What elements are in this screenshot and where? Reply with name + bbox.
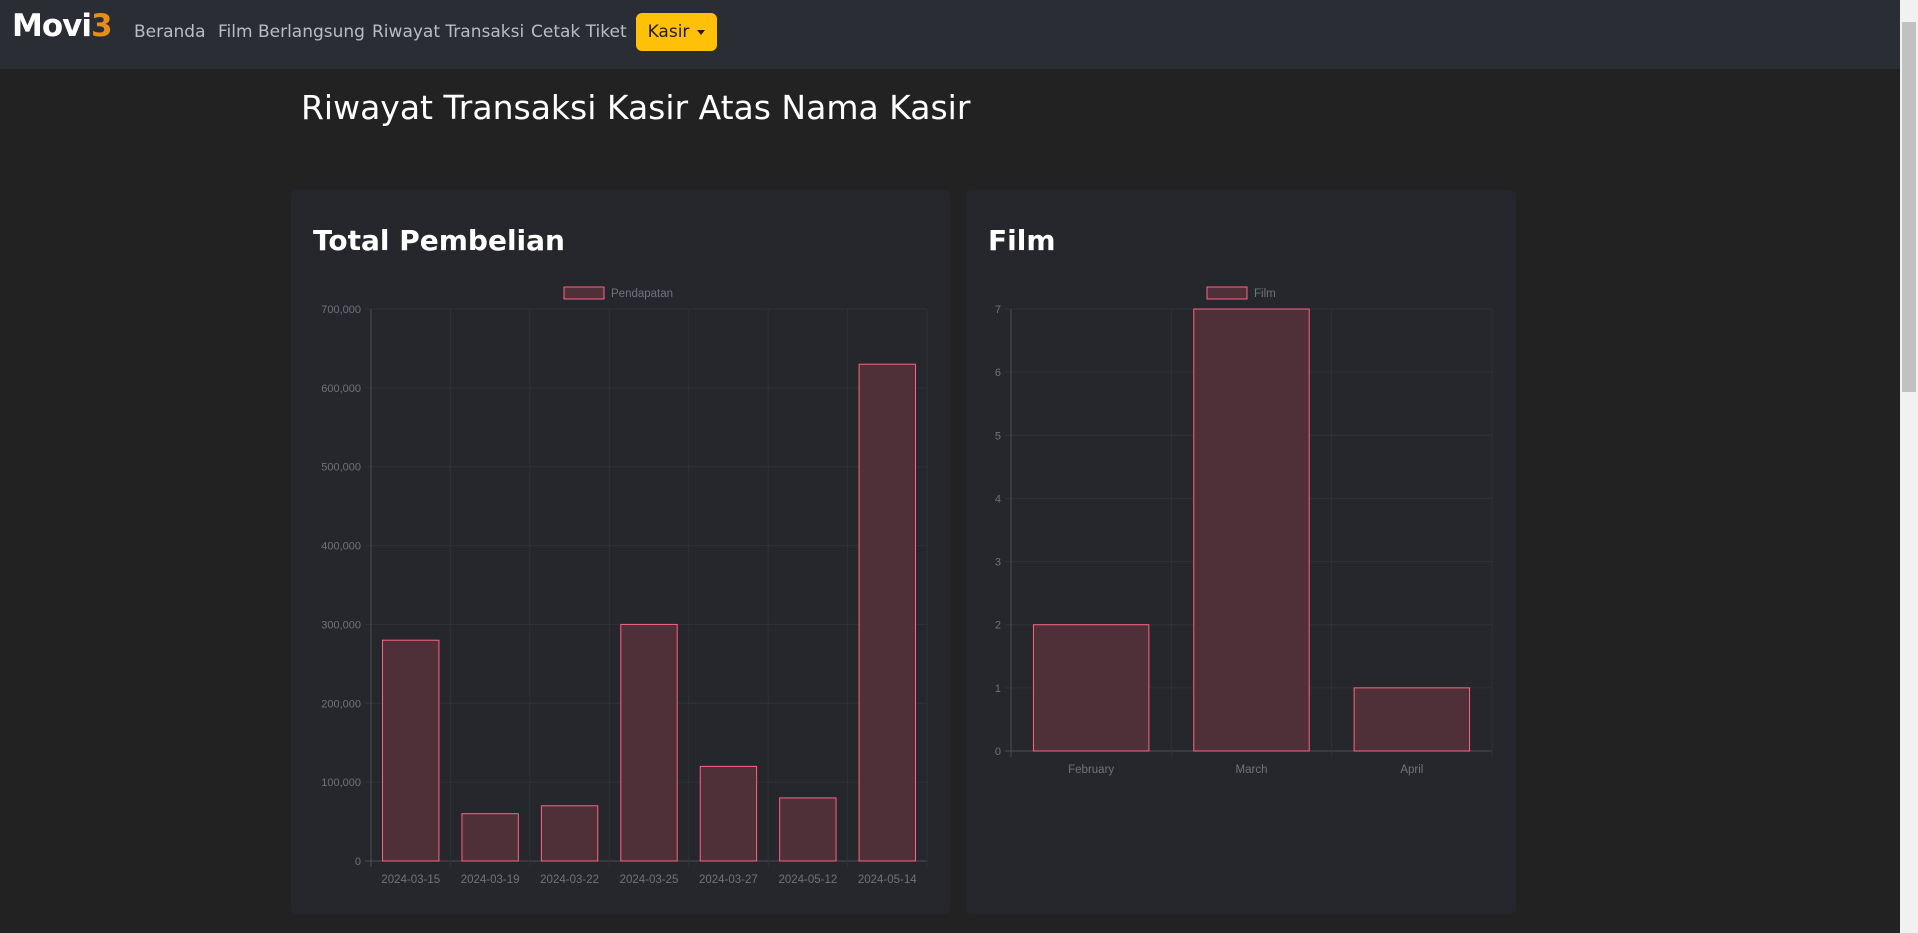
film-y-tick-label: 6 bbox=[995, 367, 1001, 379]
scrollbar[interactable] bbox=[1900, 0, 1918, 933]
nav-link-beranda[interactable]: Beranda bbox=[134, 22, 206, 42]
purchases-y-tick-label: 400,000 bbox=[321, 541, 361, 553]
purchases-y-tick-label: 500,000 bbox=[321, 462, 361, 474]
navbar: Movi3 Beranda Film Berlangsung Riwayat T… bbox=[0, 0, 1900, 69]
purchases-y-tick-label: 700,000 bbox=[321, 304, 361, 316]
purchases-chart: 0 100,000 200,000 300,000 400,000 500,000 600,… bbox=[321, 286, 928, 886]
purchases-legend-swatch[interactable] bbox=[563, 286, 605, 300]
film-y-tick-label: 1 bbox=[995, 683, 1001, 695]
purchases-x-tick-label: 2024-03-15 bbox=[381, 874, 440, 886]
film-x-tick-label: April bbox=[1400, 764, 1423, 776]
page-title: Riwayat Transaksi Kasir Atas Nama Kasir bbox=[301, 88, 971, 127]
purchases-card-title: Total Pembelian bbox=[313, 224, 565, 257]
brand-logo[interactable]: Movi3 bbox=[12, 8, 113, 44]
brand-accent: 3 bbox=[90, 8, 113, 44]
purchases-x-tick-label: 2024-03-27 bbox=[699, 874, 758, 886]
purchases-bar[interactable] bbox=[540, 805, 599, 862]
purchases-y-tick-label: 200,000 bbox=[321, 698, 361, 710]
brand-name: Movi bbox=[12, 8, 92, 44]
film-y-tick-label: 2 bbox=[995, 620, 1001, 632]
purchases-card: Total Pembelian 0 100,000 200,000 300,000 40… bbox=[291, 190, 950, 914]
purchases-y-tick-label: 0 bbox=[355, 856, 361, 868]
user-menu-label: Kasir bbox=[647, 22, 690, 42]
film-chart: 0 1 2 3 4 5 6 7 February March April Film bbox=[995, 286, 1493, 776]
purchases-bar[interactable] bbox=[620, 623, 678, 862]
purchases-x-tick-label: 2024-05-12 bbox=[778, 874, 837, 886]
purchases-x-tick-label: 2024-03-22 bbox=[540, 874, 599, 886]
film-card-title: Film bbox=[988, 224, 1056, 257]
chevron-down-icon bbox=[697, 29, 706, 35]
film-x-tick-label: March bbox=[1236, 764, 1268, 776]
nav-link-film-berlangsung[interactable]: Film Berlangsung bbox=[218, 22, 365, 42]
scrollbar-thumb[interactable] bbox=[1902, 22, 1916, 392]
film-bar[interactable] bbox=[1353, 687, 1471, 752]
purchases-y-tick-label: 100,000 bbox=[321, 777, 361, 789]
film-y-tick-label: 3 bbox=[995, 557, 1001, 569]
film-card: Film 0 1 2 3 4 5 6 7 February March April Film bbox=[966, 190, 1516, 914]
film-x-tick-label: February bbox=[1068, 764, 1114, 776]
purchases-bar[interactable] bbox=[779, 797, 837, 862]
purchases-x-tick-label: 2024-03-25 bbox=[620, 874, 679, 886]
purchases-y-tick-label: 600,000 bbox=[321, 383, 361, 395]
film-legend-swatch[interactable] bbox=[1206, 286, 1248, 300]
user-menu-dropdown-button[interactable]: Kasir bbox=[636, 13, 717, 51]
purchases-bar[interactable] bbox=[699, 765, 758, 862]
purchases-y-tick-label: 300,000 bbox=[321, 619, 361, 631]
purchases-x-tick-label: 2024-03-19 bbox=[461, 874, 520, 886]
film-y-tick-label: 5 bbox=[995, 430, 1001, 442]
nav-link-cetak-tiket[interactable]: Cetak Tiket bbox=[531, 22, 627, 42]
purchases-bar[interactable] bbox=[461, 813, 519, 862]
film-bar[interactable] bbox=[1032, 624, 1150, 752]
nav-link-riwayat-transaksi[interactable]: Riwayat Transaksi bbox=[372, 22, 525, 42]
purchases-bar[interactable] bbox=[858, 363, 916, 862]
purchases-legend-label: Pendapatan bbox=[611, 288, 673, 300]
film-legend-label: Film bbox=[1254, 288, 1276, 300]
purchases-bar[interactable] bbox=[382, 639, 440, 862]
film-y-tick-label: 4 bbox=[995, 493, 1001, 505]
purchases-x-tick-label: 2024-05-14 bbox=[858, 874, 917, 886]
film-y-tick-label: 0 bbox=[995, 746, 1001, 758]
film-bar[interactable] bbox=[1193, 308, 1310, 752]
film-y-tick-label: 7 bbox=[995, 304, 1001, 316]
